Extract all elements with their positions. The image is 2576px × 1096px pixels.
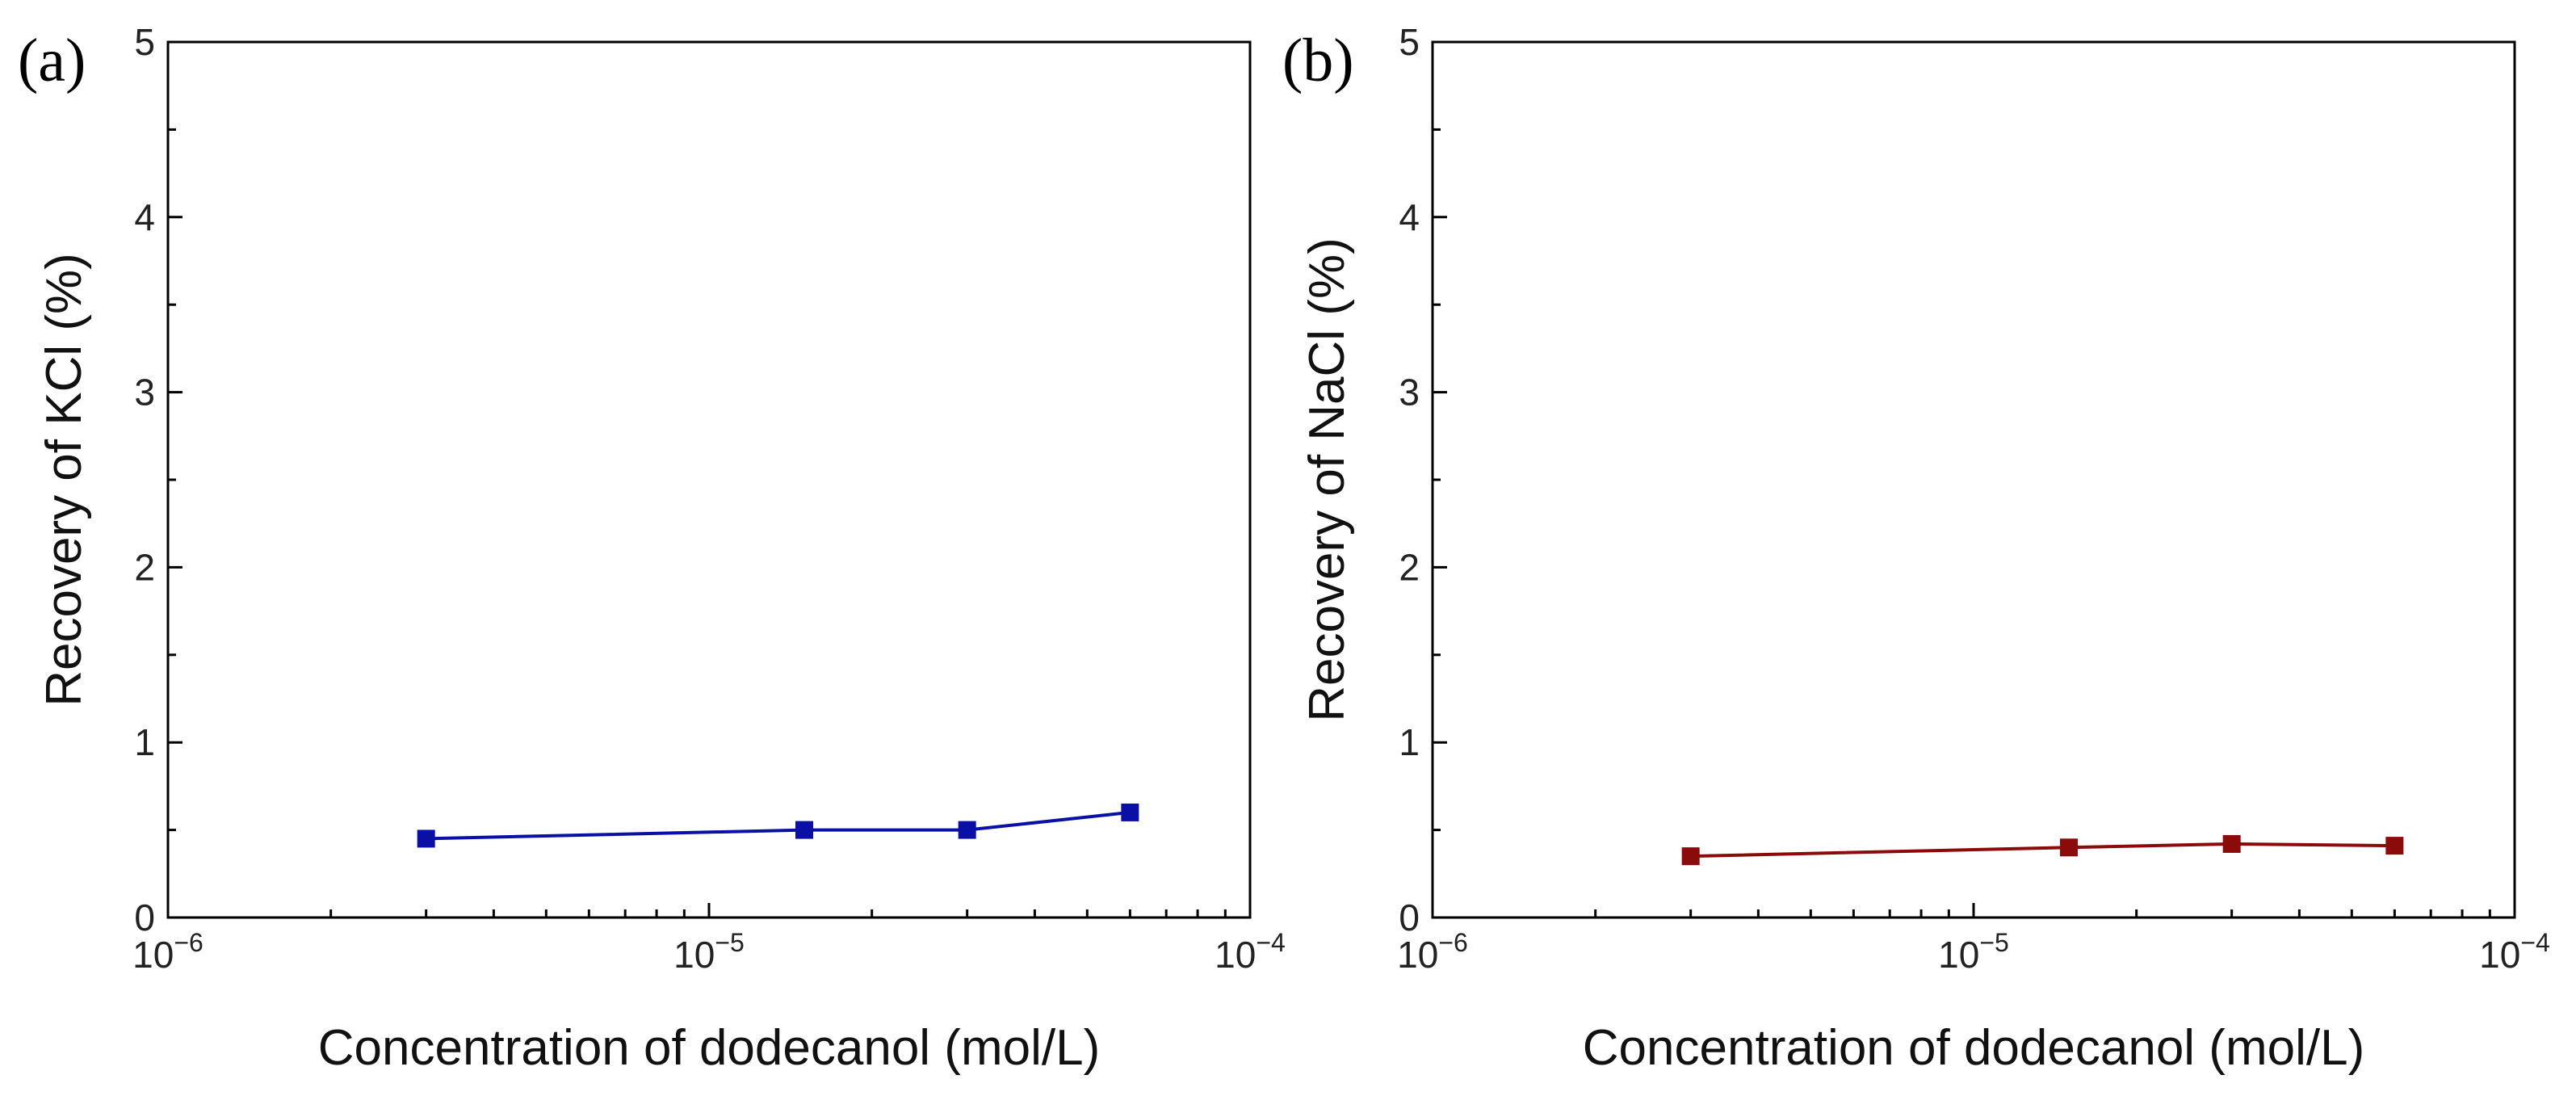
y-tick-label: 2: [1399, 546, 1420, 588]
y-tick-label: 1: [1399, 721, 1420, 763]
data-point: [958, 821, 976, 839]
plot-frame: [166, 40, 1252, 919]
y-tick-label: 4: [1399, 196, 1420, 238]
x-tick-label: 10−5: [1938, 928, 2009, 976]
plot-frame: [1431, 40, 2516, 919]
y-tick-label: 0: [1399, 897, 1420, 939]
y-tick-label: 3: [1399, 372, 1420, 414]
data-point: [2059, 838, 2078, 857]
y-tick-label: 2: [134, 546, 155, 588]
panel-label: (a): [18, 27, 86, 94]
panel-a: (a) 0 1 2 3 4 5 10−6 10−5 10−4 Concentration of do…: [18, 21, 1286, 1076]
y-tick-label: 5: [134, 21, 155, 63]
x-tick-label: 10−5: [673, 928, 745, 976]
series-line: [426, 810, 1131, 841]
data-point: [795, 821, 813, 839]
y-tick-label: 1: [134, 721, 155, 763]
y-axis-title: Recovery of KCl (%): [36, 253, 92, 707]
x-axis-title: Concentration of dodecanol (mol/L): [1583, 1020, 2364, 1076]
y-axis-title: Recovery of NaCl (%): [1299, 237, 1355, 721]
x-tick-label: 10−4: [2479, 928, 2550, 976]
panel-b: (b) 0 1 2 3 4 5 10−6 10−5 10−4 Concentration of do…: [1282, 21, 2550, 1076]
y-tick-label: 3: [134, 372, 155, 414]
x-tick-label: 10−6: [1397, 928, 1468, 976]
data-point: [417, 829, 435, 848]
y-tick-label: 4: [134, 196, 155, 238]
x-tick-label: 10−4: [1215, 928, 1286, 976]
data-point: [2222, 834, 2241, 853]
x-tick-label: 10−6: [132, 928, 203, 976]
data-point: [1681, 847, 1700, 866]
x-axis-title: Concentration of dodecanol (mol/L): [318, 1020, 1100, 1076]
y-tick-label: 0: [134, 897, 155, 939]
data-point: [1121, 803, 1139, 821]
data-point: [2385, 837, 2404, 855]
series-line: [1690, 842, 2395, 859]
y-tick-label: 5: [1399, 21, 1420, 63]
panel-label: (b): [1282, 27, 1354, 94]
